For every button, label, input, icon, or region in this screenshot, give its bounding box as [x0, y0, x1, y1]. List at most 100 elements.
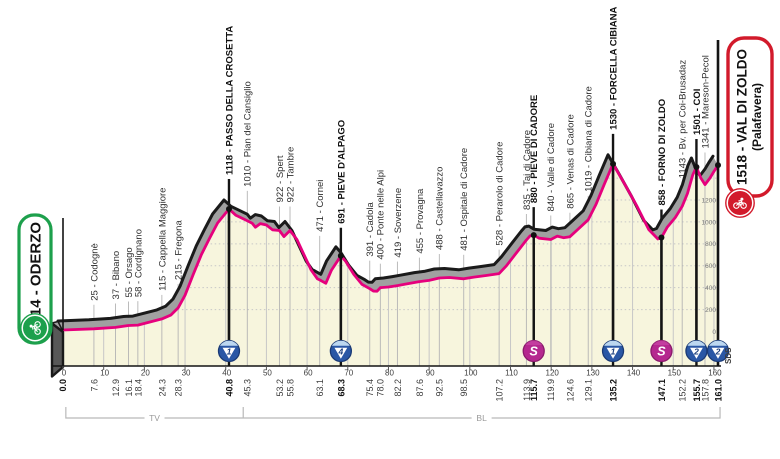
km-label: 157.8	[700, 379, 710, 402]
province-bracket: TV BL	[65, 407, 721, 423]
bracket-label-mask	[144, 412, 165, 423]
waypoint-label: 419 - Soverzene	[393, 188, 404, 258]
waypoint-label: 215 - Fregona	[174, 220, 185, 280]
x-axis-tick-label: 20	[141, 369, 150, 378]
cyclist-icon	[733, 197, 747, 209]
waypoint-label: 880 - PIEVE DI CADORE	[529, 95, 540, 203]
gpm-category-number: 1	[227, 346, 232, 356]
kom-gpm-1-icon: 1	[601, 339, 625, 363]
sds-label: SDS	[724, 347, 733, 364]
km-label: 115.7	[529, 379, 539, 401]
waypoint-label: 471 - Cornei	[315, 180, 326, 232]
km-label: 40.8	[224, 379, 234, 397]
waypoint-label: 391 - Cadola	[365, 202, 376, 257]
sprint-letter: S	[530, 344, 539, 358]
gpm-band	[687, 340, 706, 346]
sprint-highlight	[652, 340, 671, 345]
waypoint-dot	[658, 234, 665, 241]
waypoint-label: 400 - Ponte nelle Alpi	[376, 170, 387, 260]
x-axis-tick-label: 140	[627, 369, 641, 378]
waypoint-label: 1143 - Bv. per Coi-Brusadaz	[678, 60, 689, 179]
province-label: BL	[476, 413, 487, 423]
x-axis-tick-label: 110	[505, 369, 518, 378]
km-label: 152.2	[678, 379, 688, 402]
x-axis-tick-label: 0	[62, 369, 67, 378]
gpm-band	[604, 340, 623, 346]
x-axis-tick-label: 40	[222, 369, 231, 378]
profile-area-fill	[63, 163, 718, 366]
km-label: 161.0	[713, 379, 723, 402]
sprint-circle	[522, 339, 545, 363]
finish-badge-circle	[725, 188, 755, 218]
km-label: 119.9	[546, 379, 556, 401]
elevation-tick-label: 600	[705, 263, 716, 270]
waypoint-label: 1530 - FORCELLA CIBIANA	[608, 7, 619, 130]
gpm-category-number: 2	[715, 346, 721, 356]
x-axis-tick-label: 70	[344, 369, 353, 378]
waypoint-label: 25 - Codognè	[89, 243, 100, 301]
waypoint-label: 37 - Bibano	[111, 251, 122, 300]
gpm-category-number: 2	[693, 346, 699, 356]
gpm-triangle	[334, 347, 348, 359]
waypoint-label: 691 - PIEVE D'ALPAGO	[336, 120, 347, 224]
sprint-highlight	[525, 340, 543, 345]
kom-gpm-2-icon: 2	[685, 339, 708, 363]
cyclist-icon	[29, 321, 41, 335]
start-badge-circle	[20, 313, 50, 343]
x-axis-tick-label: 130	[586, 369, 600, 378]
km-label: 98.5	[459, 379, 469, 397]
start-badge-pill	[17, 213, 53, 345]
intermediate-sprint-icon: S	[650, 339, 673, 363]
bracket-line	[65, 407, 721, 419]
start-badge-label: 14 - ODERZO	[28, 222, 45, 317]
waypoint-label: 1010 - Pian del Cansiglio	[243, 81, 254, 187]
waypoint-dot	[715, 162, 721, 169]
waypoint-dot	[610, 160, 617, 167]
sprint-circle	[650, 339, 673, 363]
x-axis-tick-label: 120	[546, 369, 560, 378]
elevation-tick-label: 400	[705, 285, 716, 292]
km-label: 53.2	[275, 379, 285, 397]
km-label: 63.1	[315, 379, 325, 397]
waypoint-label: 1019 - Cibiana di Cadore	[584, 86, 595, 192]
gpm-band	[219, 340, 238, 346]
km-label-start: 0.0	[58, 379, 68, 392]
start-badge: 14 - ODERZO	[17, 213, 53, 345]
x-axis-tick-label: 100	[464, 369, 478, 378]
gpm-category-number: 4	[337, 346, 343, 356]
km-label: 135.2	[608, 379, 618, 402]
gpm-triangle	[690, 347, 703, 359]
elevation-tick-label: 1000	[702, 219, 717, 226]
km-label: 24.3	[157, 379, 167, 397]
waypoint-label: 1341 - Mareson-Pecol	[700, 55, 711, 148]
waypoint-label: 1118 - PASSO DELLA CROSETTA	[224, 26, 235, 175]
kom-gpm-1-icon: 1	[217, 339, 241, 363]
km-label: 16.1	[124, 379, 134, 397]
waypoint-label: 481 - Ospitale di Cadore	[459, 148, 470, 251]
finish-badge-label: 1518 - VAL DI ZOLDO	[735, 49, 750, 185]
km-label: 147.1	[657, 379, 667, 402]
intermediate-sprint-icon: S	[522, 339, 545, 363]
finish-badge: 1518 - VAL DI ZOLDO (Palafavera)	[726, 36, 774, 198]
x-axis-tick-label: 150	[668, 369, 682, 378]
gpm-band	[709, 340, 727, 346]
x-axis-tick-label: 50	[263, 369, 272, 378]
km-label: 107.2	[495, 379, 505, 402]
profile-line	[62, 162, 720, 332]
finish-cyclist-wrap	[733, 197, 747, 209]
waypoint-dot	[530, 232, 537, 239]
elevation-tick-label: 200	[705, 307, 716, 314]
waypoint-label: 858 - FORNO DI ZOLDO	[657, 99, 668, 206]
elevation-tick-label: 800	[705, 241, 716, 248]
province-label: TV	[149, 413, 160, 423]
x-axis-tick-label: 60	[304, 369, 313, 378]
km-label: 82.2	[393, 379, 403, 397]
gpm-triangle	[606, 347, 620, 359]
x-axis-tick-label: 80	[385, 369, 394, 378]
waypoint-label: 115 - Cappella Maggiore	[157, 188, 168, 291]
km-label: 28.3	[174, 379, 184, 397]
km-label: 78.0	[376, 379, 386, 397]
elevation-tick-label: 0	[712, 329, 716, 336]
km-label: 68.3	[336, 379, 346, 397]
